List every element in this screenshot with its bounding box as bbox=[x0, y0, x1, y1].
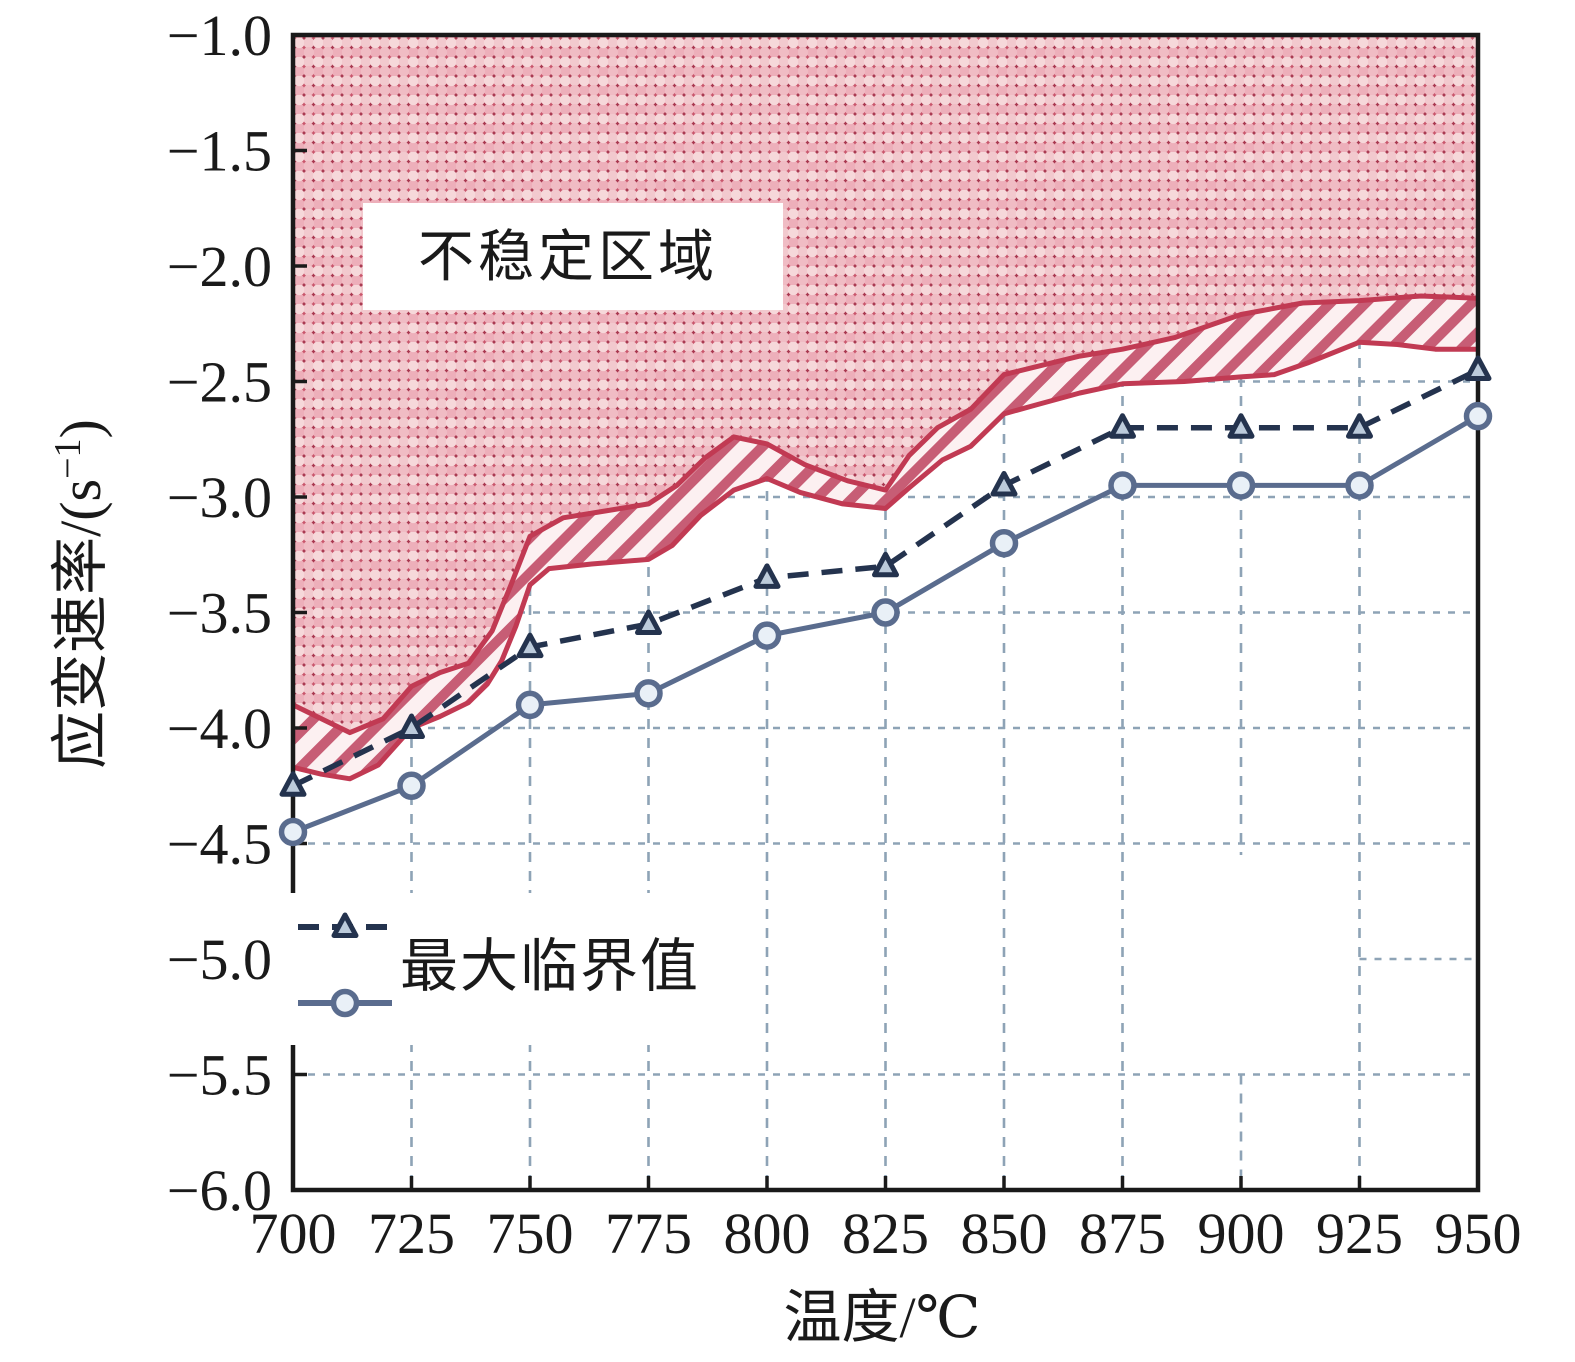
triangle-marker bbox=[990, 470, 1018, 497]
x-tick-label: 900 bbox=[1198, 1201, 1285, 1266]
y-tick-label: −5.0 bbox=[167, 927, 272, 992]
y-axis-title-superscript: −1 bbox=[47, 438, 89, 478]
y-axis-title-text: 应变速率/(s bbox=[48, 479, 113, 769]
circle-marker bbox=[515, 690, 545, 720]
x-tick-label: 800 bbox=[724, 1201, 811, 1266]
x-tick-label: 850 bbox=[961, 1201, 1048, 1266]
triangle-marker bbox=[635, 609, 662, 636]
x-tick-label: 725 bbox=[368, 1201, 455, 1266]
x-tick-label: 950 bbox=[1435, 1201, 1522, 1266]
triangle-marker bbox=[1227, 413, 1255, 439]
y-tick-label: −5.5 bbox=[167, 1043, 272, 1108]
y-axis-title: 应变速率/(s−1) bbox=[47, 419, 113, 769]
y-tick-label: −6.0 bbox=[167, 1158, 272, 1223]
x-tick-label: 875 bbox=[1079, 1201, 1166, 1266]
y-tick-label: −2.5 bbox=[167, 350, 272, 415]
y-tick-label: −1.5 bbox=[167, 119, 272, 184]
circle-marker bbox=[1108, 471, 1137, 500]
legend-label: 最大临界值 bbox=[400, 934, 700, 999]
y-tick-label: −2.0 bbox=[167, 234, 272, 299]
x-tick-label: 925 bbox=[1316, 1201, 1403, 1266]
circle-marker bbox=[752, 621, 782, 650]
axes: 700 725 750 775 800 825 850 875 900 925 950 −6.0 −5.… bbox=[167, 3, 1522, 1266]
x-tick-label: 700 bbox=[250, 1201, 337, 1266]
unstable-region-label: 不稳定区域 bbox=[418, 227, 718, 289]
y-tick-label: −3.5 bbox=[167, 581, 272, 646]
y-tick-label: −4.0 bbox=[167, 696, 272, 761]
triangle-marker bbox=[872, 551, 899, 578]
triangle-marker bbox=[1464, 355, 1492, 381]
y-tick-label: −4.5 bbox=[167, 812, 272, 877]
legend bbox=[298, 912, 392, 1018]
circle-marker bbox=[1345, 471, 1374, 500]
region-upper-boundary-line bbox=[291, 293, 1479, 736]
triangle-marker bbox=[331, 912, 359, 938]
triangle-marker bbox=[279, 771, 307, 797]
x-axis-title: 温度/℃ bbox=[784, 1285, 981, 1350]
circle-marker bbox=[989, 528, 1019, 558]
x-tick-label: 775 bbox=[605, 1201, 692, 1266]
region-lower-boundary-line bbox=[292, 339, 1478, 782]
y-axis-title-close: ) bbox=[48, 419, 113, 438]
circle-marker bbox=[1463, 401, 1493, 431]
triangle-marker bbox=[398, 713, 425, 739]
x-tick-label: 825 bbox=[842, 1201, 929, 1266]
circle-marker bbox=[634, 679, 663, 708]
triangle-marker bbox=[1109, 413, 1136, 439]
circle-marker bbox=[330, 988, 360, 1018]
data-series bbox=[278, 355, 1493, 847]
circle-marker bbox=[397, 771, 426, 800]
circle-marker bbox=[278, 817, 308, 847]
legend-box bbox=[290, 893, 720, 1045]
x-tick-label: 750 bbox=[487, 1201, 574, 1266]
triangle-marker bbox=[1346, 413, 1373, 439]
triangle-marker bbox=[753, 563, 781, 589]
circle-marker bbox=[871, 598, 900, 627]
unstable-region-label-box bbox=[363, 203, 783, 310]
y-tick-label: −3.0 bbox=[167, 465, 272, 530]
triangle-marker bbox=[516, 632, 544, 659]
circle-marker bbox=[1226, 471, 1256, 500]
y-tick-label: −1.0 bbox=[167, 3, 272, 68]
